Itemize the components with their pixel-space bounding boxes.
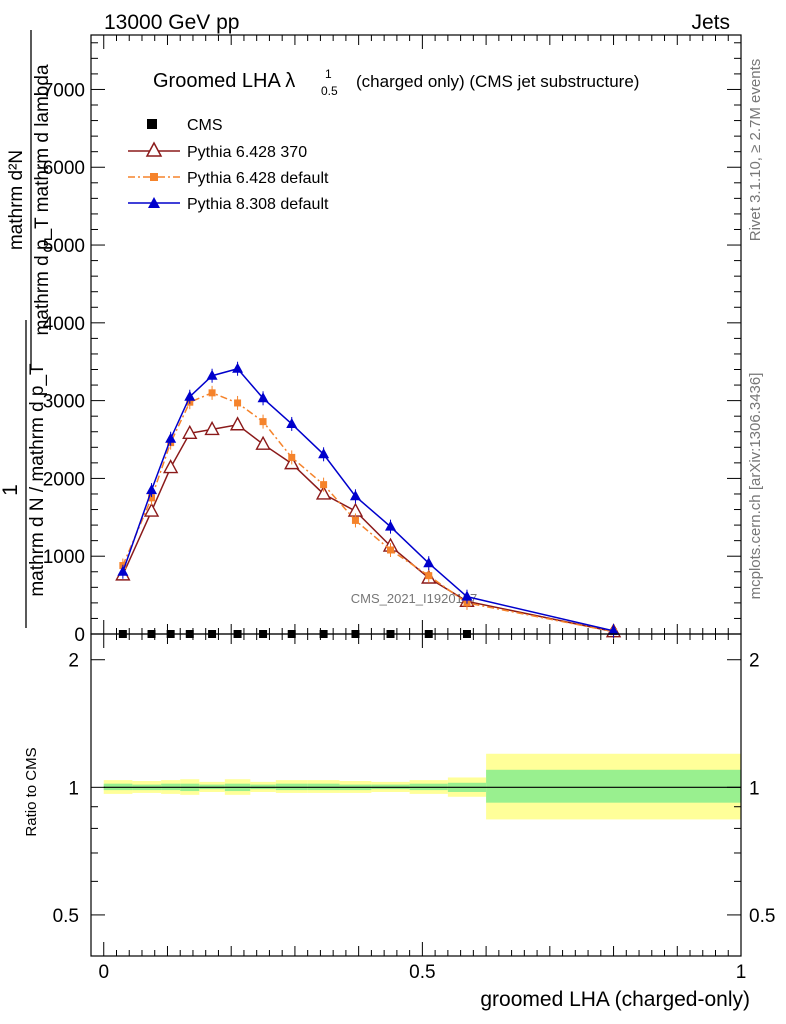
data-point: [146, 484, 158, 495]
ratio-y-tick-label-left: 0.5: [53, 906, 79, 927]
data-point: [387, 546, 395, 554]
data-point: [208, 389, 216, 397]
series-line: [122, 392, 614, 633]
main-ylabel: mathrm d²N mathrm d p_T mathrm d lambda …: [0, 30, 53, 628]
y-tick-label: 0: [74, 625, 85, 646]
ylabel-factor: 1: [0, 484, 22, 496]
data-point: [232, 362, 244, 373]
title-subscript: 0.5: [321, 84, 338, 98]
legend-label-cms: CMS: [187, 117, 223, 134]
data-point: [162, 459, 179, 474]
ylabel-line1: mathrm d²N: [6, 150, 27, 250]
data-point: [425, 572, 433, 580]
y-tick-label: 1000: [43, 547, 85, 568]
ratio-frame: [90, 633, 742, 957]
legend-marker-pythia6-default: [150, 173, 158, 181]
analysis-watermark: CMS_2021_I1920187: [351, 591, 478, 606]
legend-label-pythia8-default: Pythia 8.308 default: [187, 196, 329, 213]
data-point: [351, 516, 359, 524]
y-tick-label: 4000: [43, 314, 85, 335]
y-tick-label: 6000: [43, 158, 85, 179]
ratio-y-tick-label-right: 2: [749, 651, 760, 672]
header-left: 13000 GeV pp: [104, 11, 239, 34]
main-ticks: [91, 35, 742, 648]
data-point: [259, 418, 267, 426]
ratio-uncertainty-bands: [103, 753, 741, 820]
data-point: [143, 502, 160, 517]
data-point: [423, 557, 435, 568]
rivet-version-text: Rivet 3.1.10, ≥ 2.7M events: [747, 59, 764, 242]
main-y-tick-labels: 0 1000 2000 3000 4000 5000 6000 7000: [43, 80, 85, 646]
data-point: [204, 420, 220, 436]
data-point: [320, 481, 328, 489]
legend-marker-pythia8-default: [148, 197, 160, 208]
legend-entry-pythia8-default: Pythia 8.308 default: [128, 196, 329, 213]
data-point: [117, 565, 129, 576]
ratio-panel: 0.5 0.5 1 1 2 2 Ratio to CMS: [23, 633, 776, 957]
data-point: [315, 485, 332, 500]
ratio-ylabel: Ratio to CMS: [23, 747, 40, 836]
data-point: [286, 417, 298, 428]
chart-title: Groomed LHA λ 1 0.5 (charged only) (CMS …: [153, 67, 639, 98]
series-line: [122, 367, 614, 632]
ylabel-line2: mathrm d p_T mathrm d lambda: [32, 64, 53, 335]
data-point: [608, 624, 620, 635]
legend-marker-cms: [147, 119, 157, 129]
y-tick-label: 7000: [43, 80, 85, 101]
data-point: [206, 369, 218, 380]
legend-entry-pythia6-370: Pythia 6.428 370: [128, 141, 307, 161]
series-line: [122, 423, 614, 633]
data-point: [182, 424, 198, 439]
header-right: Jets: [691, 11, 730, 34]
ratio-y-tick-label-right: 1: [749, 778, 760, 799]
ylabel-line3: mathrm d N / mathrm d p_T: [27, 363, 48, 597]
data-point: [165, 432, 177, 443]
legend-entry-cms: CMS: [147, 117, 223, 134]
mcplots-credit-text: mcplots.cern.ch [arXiv:1306.3436]: [747, 373, 764, 600]
data-point: [257, 392, 269, 403]
y-tick-label: 5000: [43, 236, 85, 257]
title-suffix: (charged only) (CMS jet substructure): [356, 72, 639, 91]
data-point: [184, 390, 196, 401]
ratio-ticks: [91, 659, 742, 956]
data-point: [229, 416, 246, 431]
data-point: [288, 453, 296, 461]
x-axis-label: groomed LHA (charged-only): [480, 988, 750, 1011]
ratio-y-tick-label-left: 1: [68, 778, 79, 799]
x-tick-label: 1: [736, 962, 747, 983]
x-tick-label: 0.5: [409, 962, 435, 983]
x-tick-label: 0: [98, 962, 109, 983]
legend-label-pythia6-370: Pythia 6.428 370: [187, 144, 307, 161]
data-point: [148, 494, 156, 502]
series-3: [117, 361, 620, 638]
data-point: [255, 435, 271, 450]
data-point: [349, 490, 361, 501]
ratio-band-green: [486, 769, 741, 803]
legend-marker-pythia6-370: [145, 141, 163, 157]
title-superscript: 1: [325, 67, 332, 81]
ratio-y-tick-label-right: 0.5: [749, 906, 775, 927]
title-main: Groomed LHA λ: [153, 70, 295, 92]
y-tick-label: 2000: [43, 469, 85, 490]
data-point: [318, 448, 330, 459]
legend: CMS Pythia 6.428 370 Pythia 6.428 defaul…: [128, 117, 329, 213]
data-point: [461, 590, 473, 601]
ratio-y-tick-labels: 0.5 0.5 1 1 2 2: [53, 651, 776, 927]
ratio-y-tick-label-left: 2: [68, 651, 79, 672]
data-point: [234, 399, 242, 407]
legend-label-pythia6-default: Pythia 6.428 default: [187, 170, 329, 187]
legend-entry-pythia6-default: Pythia 6.428 default: [128, 170, 329, 187]
x-tick-labels: 0 0.5 1: [98, 962, 746, 983]
data-point: [385, 520, 397, 531]
y-tick-label: 3000: [43, 392, 85, 413]
